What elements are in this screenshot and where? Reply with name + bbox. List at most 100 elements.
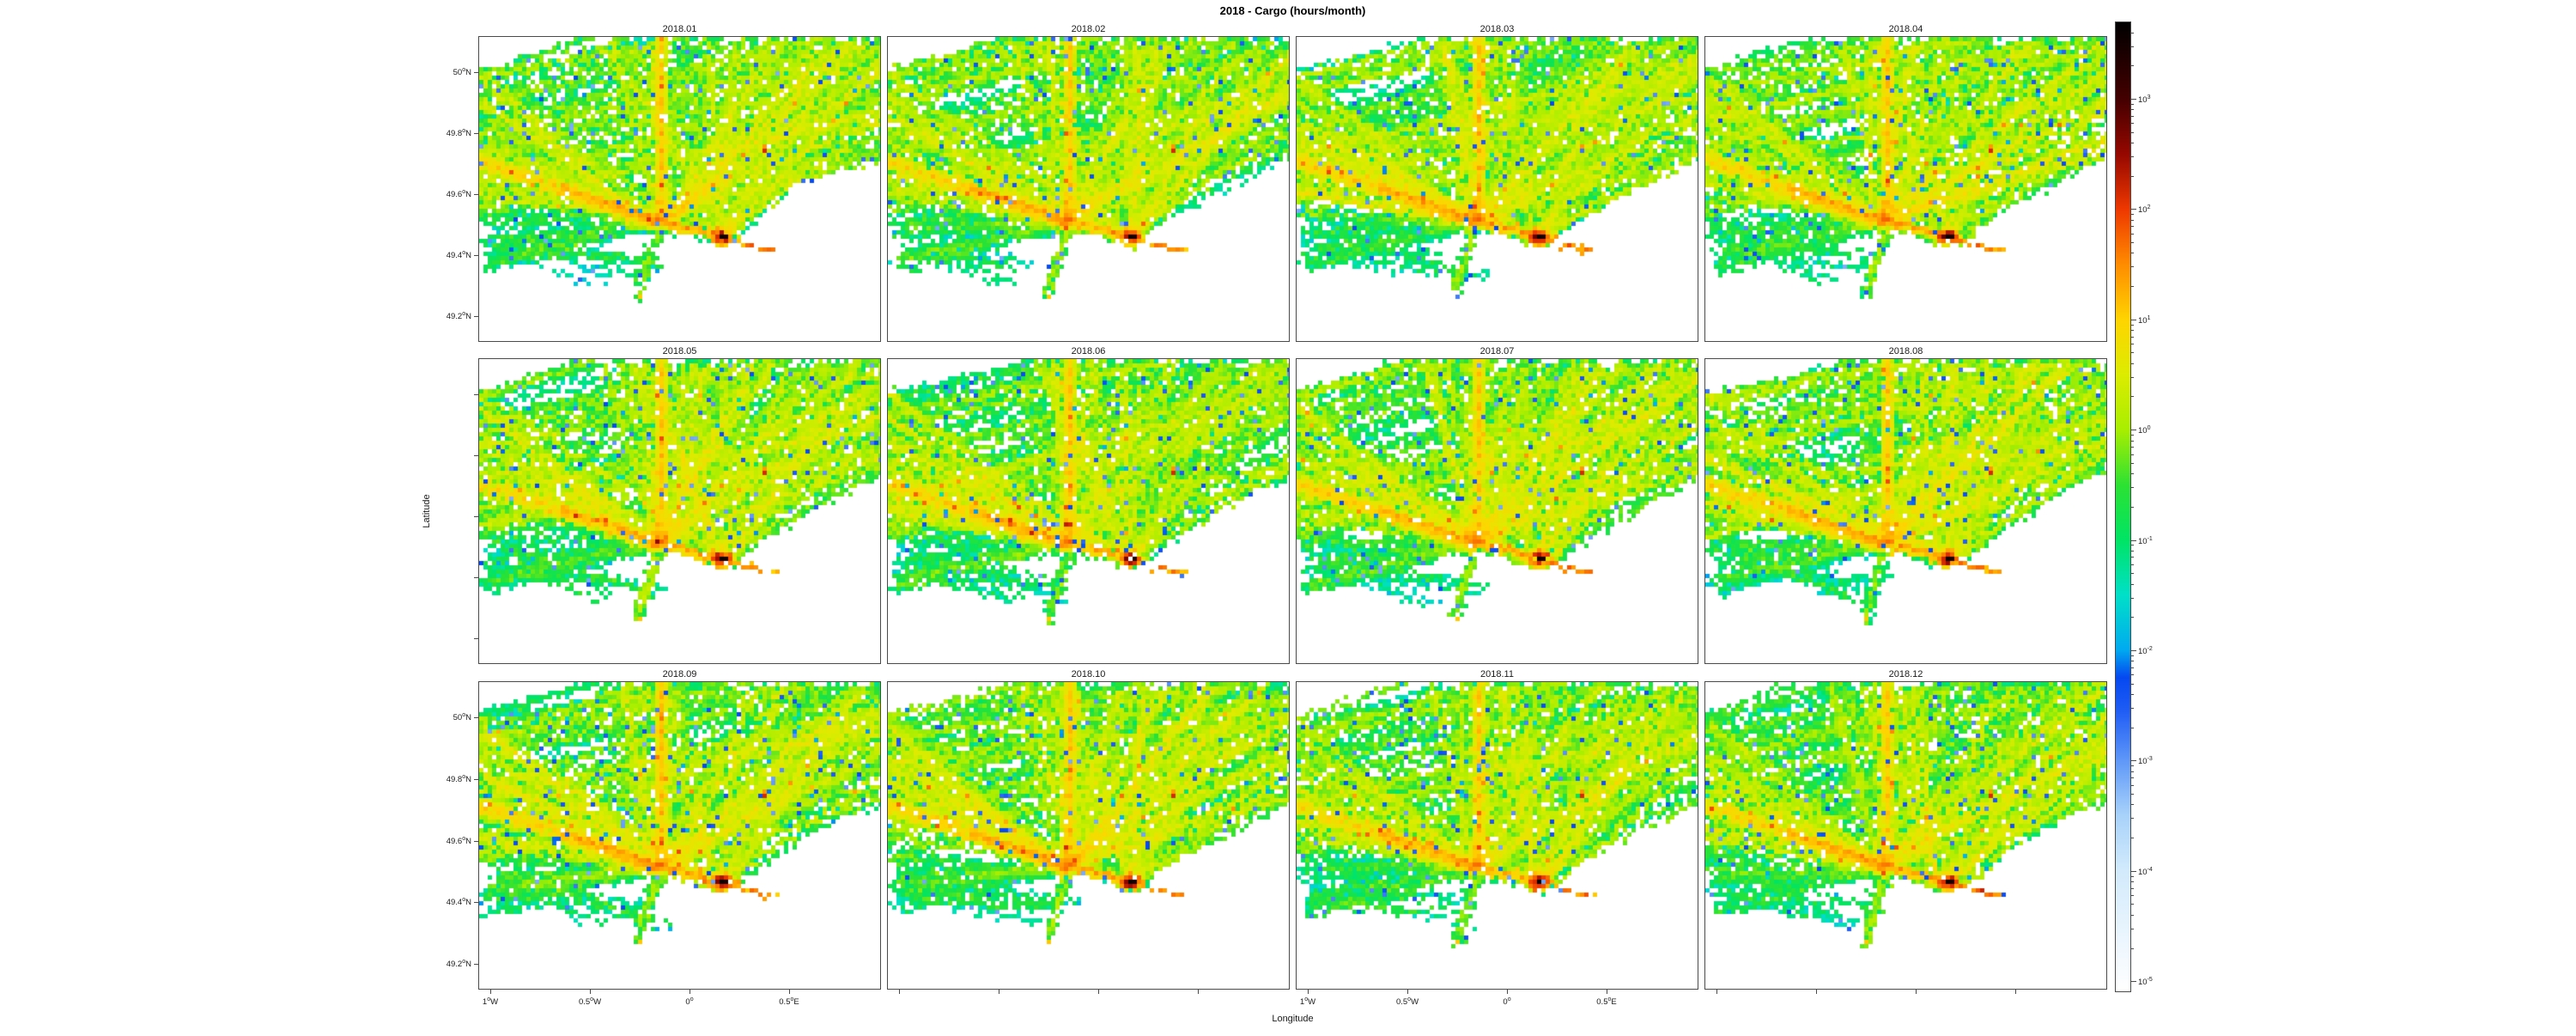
colorbar: 103 102 101 100 10-1 10-2 10-3 10-4 10-5 [2115,21,2218,992]
subplot-title: 2018.06 [1071,346,1106,357]
subplot-title: 2018.11 [1480,669,1514,679]
x-tick-mark [1716,990,1717,994]
colorbar-minor-tick [2131,65,2134,66]
colorbar-tick-label: 10-1 [2138,535,2153,547]
colorbar-minor-tick [2131,33,2134,34]
colorbar-minor-tick [2131,396,2134,397]
y-tick-mark [474,516,478,517]
colorbar-major-tick [2131,760,2136,761]
subplot-heatmap-canvas [1297,359,1698,663]
colorbar-minor-tick [2131,441,2134,442]
colorbar-minor-tick [2131,46,2134,47]
colorbar-tick-label: 10-2 [2138,645,2153,657]
colorbar-minor-tick [2131,109,2134,110]
x-tick-label: 0.5oE [779,996,799,1008]
colorbar-minor-tick [2131,895,2134,896]
colorbar-minor-tick [2131,156,2134,157]
colorbar-minor-tick [2131,598,2134,599]
x-tick-label: 0o [685,996,694,1008]
x-tick-label: 1oW [1299,996,1316,1008]
y-tick-mark [474,638,478,639]
colorbar-minor-tick [2131,804,2134,805]
subplot-heatmap-canvas [888,682,1289,989]
x-tick-mark [1198,990,1199,994]
y-tick-mark [474,964,478,965]
colorbar-minor-tick [2131,234,2134,235]
y-tick-mark [474,841,478,842]
y-tick-mark [474,133,478,134]
axis-label-latitude: Latitude [422,494,432,528]
colorbar-minor-tick [2131,564,2134,565]
colorbar-minor-tick [2131,708,2134,709]
y-tick-label: 49.8oN [446,127,471,139]
y-tick-label: 49.6oN [446,188,471,200]
subplot-heatmap-canvas [888,37,1289,341]
subplot-heatmap-canvas [1297,37,1698,341]
colorbar-minor-tick [2131,116,2134,117]
colorbar-minor-tick [2131,337,2134,338]
colorbar-minor-tick [2131,551,2134,552]
colorbar-minor-tick [2131,286,2134,287]
x-tick-label: 0.5oW [578,996,602,1008]
colorbar-minor-tick [2131,655,2134,656]
colorbar-minor-tick [2131,463,2134,464]
y-tick-label: 50oN [453,711,471,723]
subplot-heatmap-canvas [1705,359,2106,663]
y-tick-label: 49.2oN [446,310,471,322]
colorbar-minor-tick [2131,454,2134,455]
colorbar-minor-tick [2131,904,2134,905]
y-tick-mark [474,902,478,903]
colorbar-minor-tick [2131,785,2134,786]
y-tick-mark [474,194,478,195]
colorbar-minor-tick [2131,226,2134,227]
y-tick-mark [474,72,478,73]
colorbar-gradient [2115,21,2131,992]
colorbar-minor-tick [2131,507,2134,508]
colorbar-minor-tick [2131,363,2134,364]
colorbar-minor-tick [2131,377,2134,378]
colorbar-major-tick [2131,99,2136,100]
subplot-2018.11: 2018.11 1oW 0.5oW 0o 0.5oE [1296,669,1698,1007]
colorbar-minor-tick [2131,915,2134,916]
subplot-title: 2018.03 [1479,24,1515,34]
subplot-2018.09: 2018.09 50oN 49.8oN 49.6oN 49.4oN 49.2oN 1oW 0.… [447,669,881,1007]
colorbar-minor-tick [2131,330,2134,331]
colorbar-minor-tick [2131,876,2134,877]
colorbar-minor-tick [2131,684,2134,685]
axis-label-longitude: Longitude [1272,1014,1314,1024]
colorbar-minor-tick [2131,694,2134,695]
colorbar-minor-tick [2131,220,2134,221]
subplot-title: 2018.05 [662,346,697,357]
subplot-2018.06: 2018.06 [887,346,1290,664]
colorbar-minor-tick [2131,325,2134,326]
subplot-2018.03: 2018.03 [1296,24,1698,342]
colorbar-tick-label: 101 [2138,314,2151,326]
colorbar-tick-label: 10-4 [2138,866,2153,878]
subplot-2018.02: 2018.02 [887,24,1290,342]
y-tick-mark [474,779,478,780]
colorbar-minor-tick [2131,176,2134,177]
colorbar-minor-tick [2131,794,2134,795]
colorbar-minor-tick [2131,104,2134,105]
subplot-title: 2018.09 [662,669,697,679]
x-tick-mark [1916,990,1917,994]
subplot-heatmap-canvas [888,359,1289,663]
colorbar-tick-label: 100 [2138,424,2151,436]
y-tick-label: 49.6oN [446,835,471,847]
colorbar-tick-label: 102 [2138,204,2151,216]
colorbar-major-tick [2131,209,2136,210]
x-tick-mark [490,990,491,994]
subplot-heatmap-canvas [1705,682,2106,989]
colorbar-minor-tick [2131,617,2134,618]
y-tick-mark [474,316,478,317]
y-tick-label: 49.8oN [446,773,471,785]
colorbar-minor-tick [2131,771,2134,772]
subplot-title: 2018.08 [1888,346,1923,357]
colorbar-major-tick [2131,981,2136,982]
subplot-heatmap-canvas [479,37,880,341]
colorbar-minor-tick [2131,447,2134,448]
colorbar-minor-tick [2131,473,2134,474]
colorbar-minor-tick [2131,674,2134,675]
y-tick-label: 49.4oN [446,249,471,261]
x-tick-mark [1308,990,1309,994]
